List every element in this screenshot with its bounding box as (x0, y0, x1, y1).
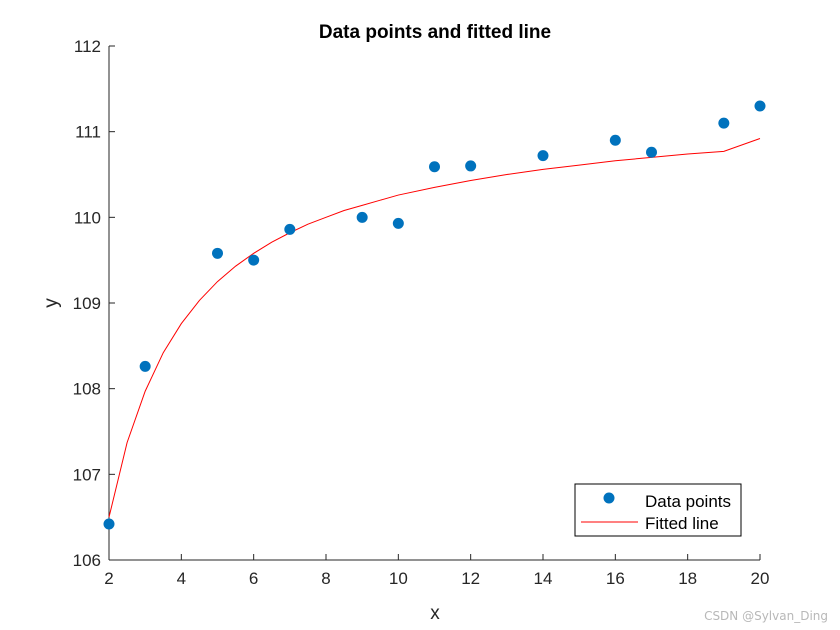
y-tick-label: 112 (74, 37, 101, 56)
y-tick-label: 107 (73, 465, 101, 484)
x-tick-label: 12 (461, 569, 480, 588)
watermark: CSDN @Sylvan_Ding (704, 609, 828, 623)
x-ticks: 2 4 6 8 10 12 14 16 18 20 (104, 554, 769, 588)
data-point (103, 518, 115, 530)
y-tick-label: 110 (74, 208, 101, 227)
data-point (718, 117, 730, 129)
legend-label-fitted-line: Fitted line (645, 514, 719, 533)
data-point (392, 217, 404, 229)
data-point (537, 150, 549, 162)
data-point (609, 134, 621, 146)
data-point (465, 160, 477, 172)
legend-label-data-points: Data points (645, 492, 731, 511)
chart-title: Data points and fitted line (319, 22, 551, 43)
y-tick-label: 106 (73, 551, 101, 570)
y-tick-label: 108 (73, 380, 101, 399)
data-point (646, 146, 657, 158)
x-tick-label: 2 (104, 569, 113, 588)
data-point (212, 247, 223, 259)
x-tick-label: 10 (389, 569, 408, 588)
x-tick-label: 14 (534, 569, 553, 588)
data-point (139, 360, 151, 372)
y-tick-label: 109 (73, 294, 101, 313)
x-tick-label: 8 (321, 569, 330, 588)
x-axis-label: x (430, 603, 440, 624)
fitted-line (108, 138, 761, 518)
legend-box (574, 483, 742, 537)
legend-marker-data-points (603, 492, 615, 504)
fitted-line-group (108, 138, 761, 518)
x-tick-label: 4 (177, 569, 186, 588)
y-axis-label: y (41, 298, 62, 308)
legend: Data points Fitted line (574, 483, 742, 537)
x-tick-label: 18 (678, 569, 697, 588)
data-point (754, 100, 766, 112)
x-tick-label: 6 (249, 569, 258, 588)
x-tick-label: 20 (751, 569, 770, 588)
x-tick-label: 16 (606, 569, 625, 588)
data-point (248, 254, 260, 266)
data-points-group (103, 100, 766, 530)
data-point (356, 211, 368, 223)
data-point (284, 223, 296, 235)
y-ticks: 106 107 108 109 110 111 112 (73, 37, 115, 570)
data-point (429, 161, 440, 173)
y-tick-label: 111 (75, 123, 101, 142)
axes-box (108, 46, 760, 561)
